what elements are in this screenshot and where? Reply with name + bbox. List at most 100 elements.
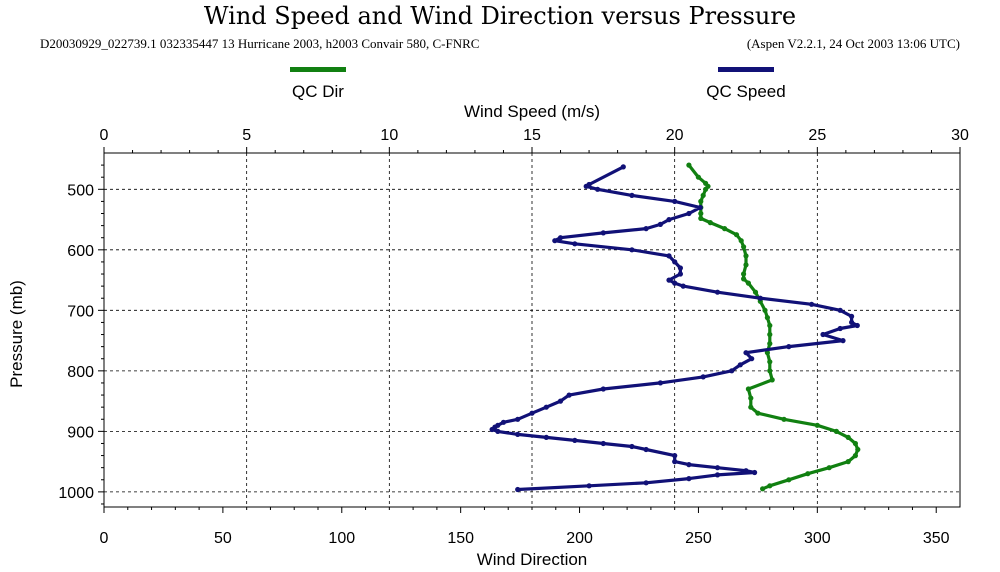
x-bottom-tick-label: 150	[447, 530, 474, 547]
data-point-qc-speed	[677, 265, 684, 271]
data-point-qc-speed	[500, 419, 507, 425]
data-point-qc-speed	[643, 446, 649, 453]
data-point-qc-dir	[814, 422, 820, 428]
data-point-qc-dir	[845, 459, 851, 465]
data-point-qc-speed	[820, 331, 826, 338]
data-point-qc-dir	[741, 271, 747, 277]
data-point-qc-speed	[672, 459, 678, 465]
data-point-qc-dir	[781, 416, 787, 422]
data-point-qc-dir	[852, 440, 859, 447]
data-point-qc-speed	[666, 277, 672, 283]
data-point-qc-speed	[515, 416, 521, 422]
data-point-qc-speed	[752, 469, 758, 476]
data-point-qc-speed	[557, 398, 564, 404]
series-layer	[489, 162, 861, 493]
x-top-tick-label: 10	[380, 127, 398, 144]
x-top-tick-label: 0	[100, 127, 109, 144]
data-point-qc-dir	[767, 322, 773, 329]
data-point-qc-speed	[629, 443, 635, 450]
data-point-qc-speed	[566, 392, 572, 398]
data-point-qc-speed	[600, 230, 606, 236]
data-point-qc-speed	[600, 386, 606, 392]
x-bottom-tick-label: 350	[923, 530, 950, 547]
x-bottom-tick-label: 250	[685, 530, 712, 547]
data-point-qc-dir	[755, 410, 761, 416]
chart-legend: QC Dir QC Speed	[290, 67, 786, 101]
data-point-qc-speed	[714, 472, 721, 478]
data-point-qc-speed	[543, 434, 549, 440]
legend-label: QC Speed	[706, 82, 785, 101]
x-bottom-axis-label: Wind Direction	[477, 550, 588, 569]
data-point-qc-speed	[849, 319, 855, 325]
x-bottom-tick-label: 100	[328, 530, 355, 547]
data-point-qc-dir	[786, 477, 792, 483]
data-point-qc-speed	[849, 313, 855, 319]
data-point-qc-dir	[745, 280, 752, 286]
data-point-qc-dir	[741, 276, 747, 282]
data-point-qc-speed	[677, 271, 684, 277]
data-point-qc-speed	[557, 235, 564, 241]
data-point-qc-dir	[748, 395, 754, 401]
data-point-qc-speed	[515, 486, 521, 493]
data-point-qc-speed	[697, 204, 703, 211]
data-point-qc-speed	[743, 468, 749, 474]
data-point-qc-speed	[672, 453, 678, 459]
data-point-qc-speed	[552, 238, 558, 244]
data-point-qc-dir	[738, 238, 744, 244]
data-point-qc-speed	[714, 289, 721, 295]
data-point-qc-dir	[748, 404, 754, 410]
data-point-qc-speed	[757, 295, 763, 301]
data-point-qc-speed	[686, 210, 692, 217]
data-point-qc-speed	[672, 280, 678, 286]
data-point-qc-speed	[657, 380, 664, 386]
data-point-qc-speed	[489, 426, 495, 433]
data-point-qc-dir	[733, 232, 740, 238]
chart-subtitle-left: D20030929_022739.1 032335447 13 Hurrican…	[40, 36, 479, 51]
y-tick-label: 500	[67, 182, 94, 199]
data-point-qc-dir	[686, 162, 692, 168]
data-point-qc-dir	[722, 226, 728, 232]
data-point-qc-speed	[572, 437, 578, 443]
data-point-qc-speed	[786, 344, 792, 350]
data-point-qc-speed	[572, 241, 578, 247]
y-axis-label: Pressure (mb)	[7, 280, 26, 388]
data-point-qc-dir	[767, 359, 773, 365]
data-point-qc-dir	[745, 386, 752, 392]
data-point-qc-speed	[643, 480, 649, 486]
y-tick-label: 700	[67, 303, 94, 320]
data-point-qc-dir	[826, 465, 832, 471]
chart-title: Wind Speed and Wind Direction versus Pre…	[204, 2, 796, 30]
data-point-qc-dir	[695, 174, 702, 180]
data-point-qc-speed	[666, 253, 672, 259]
legend-swatch	[290, 67, 346, 72]
series-line-qc-dir	[687, 164, 860, 491]
x-top-axis-label: Wind Speed (m/s)	[464, 102, 600, 121]
data-point-qc-speed	[600, 440, 606, 447]
x-top-tick-label: 30	[951, 127, 969, 144]
data-point-qc-speed	[686, 462, 692, 468]
data-point-qc-dir	[741, 244, 747, 250]
data-point-qc-dir	[833, 428, 840, 434]
x-bottom-tick-label: 50	[214, 530, 232, 547]
plot-frame	[103, 152, 961, 508]
data-point-qc-dir	[855, 446, 861, 453]
data-point-qc-dir	[767, 483, 773, 489]
data-point-qc-speed	[837, 307, 843, 313]
y-tick-label: 900	[67, 424, 94, 441]
data-point-qc-dir	[743, 262, 749, 268]
data-point-qc-dir	[698, 215, 704, 221]
data-point-qc-dir	[760, 486, 766, 492]
data-point-qc-speed	[737, 362, 743, 368]
grid	[104, 153, 960, 507]
data-point-qc-speed	[657, 221, 664, 227]
data-point-qc-speed	[686, 476, 692, 482]
x-top-tick-label: 15	[523, 127, 541, 144]
data-point-qc-speed	[529, 410, 535, 416]
data-point-qc-speed	[743, 350, 749, 356]
data-point-qc-dir	[703, 186, 709, 192]
data-point-qc-dir	[769, 377, 775, 383]
data-point-qc-dir	[762, 307, 768, 313]
data-point-qc-speed	[672, 198, 678, 204]
data-point-qc-speed	[700, 374, 706, 380]
